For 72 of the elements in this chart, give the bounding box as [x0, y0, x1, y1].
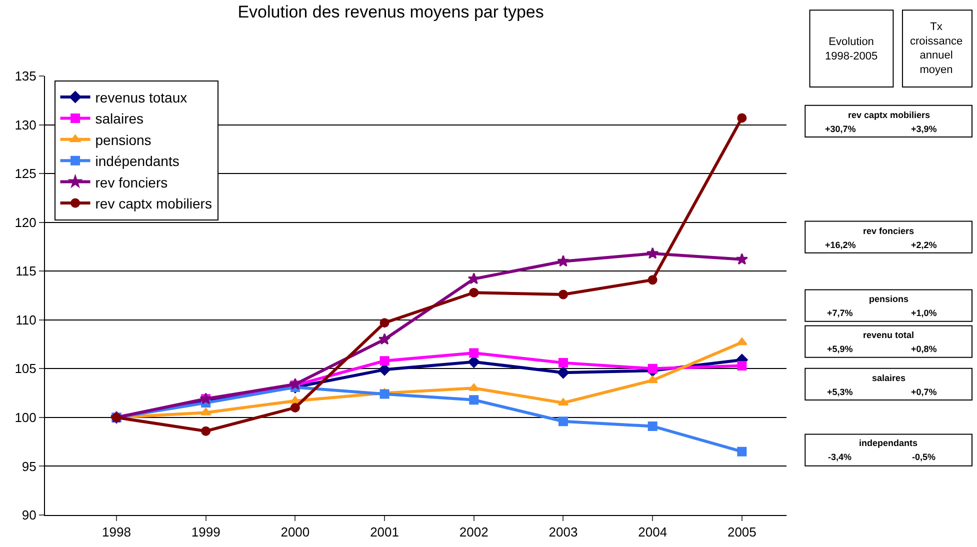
x-tick-label: 1999	[191, 524, 220, 540]
point	[557, 255, 570, 267]
x-tick-label: 2004	[638, 524, 668, 540]
legend-label: salaires	[95, 110, 144, 127]
y-tick-label: 125	[14, 166, 36, 182]
text: +0,8%	[911, 344, 937, 354]
point	[468, 272, 480, 284]
point	[290, 402, 300, 412]
point	[558, 416, 568, 426]
y-tick-label: 100	[14, 410, 36, 425]
point	[380, 318, 390, 328]
text: rev fonciers	[863, 226, 914, 236]
point	[648, 275, 658, 285]
x-tick-label: 2005	[727, 524, 756, 540]
y-tick-label: 105	[14, 361, 36, 376]
y-tick-label: 110	[16, 312, 36, 328]
text: pensions	[869, 294, 909, 304]
point	[646, 247, 659, 259]
point	[648, 364, 658, 374]
legend-label: pensions	[95, 132, 152, 148]
text: rev captx mobiliers	[848, 110, 930, 120]
text: -0,5%	[912, 452, 936, 462]
point	[380, 389, 390, 399]
y-tick-label: 120	[14, 214, 36, 230]
point	[201, 426, 211, 436]
text: +30,7%	[825, 124, 856, 134]
point	[737, 446, 747, 456]
point	[558, 290, 568, 300]
text: revenu total	[863, 330, 914, 340]
point	[648, 421, 658, 431]
point	[558, 358, 568, 368]
text: Evolution 1998-2005	[825, 36, 878, 62]
point	[469, 395, 479, 405]
text: +5,3%	[827, 387, 853, 397]
point	[380, 356, 390, 366]
text: +7,7%	[827, 308, 853, 318]
point	[289, 378, 302, 390]
text: +16,2%	[825, 240, 856, 250]
legend-label: revenus totaux	[95, 89, 188, 106]
point	[736, 338, 748, 346]
text: Tx croissance annuel moyen	[910, 21, 963, 76]
legend-label: indépendants	[95, 153, 180, 170]
text: +0,7%	[911, 387, 937, 397]
x-tick-label: 2002	[459, 524, 488, 540]
point	[469, 348, 479, 358]
text: +5,9%	[827, 344, 853, 354]
y-tick-label: 115	[16, 264, 36, 279]
x-tick-label: 1998	[102, 524, 131, 540]
text: -3,4%	[828, 452, 852, 462]
point	[378, 333, 391, 345]
point	[557, 366, 570, 379]
x-tick-label: 2001	[370, 524, 399, 540]
point	[647, 376, 658, 384]
y-tick-label: 135	[14, 68, 36, 84]
text: +1,0%	[911, 308, 937, 318]
chart-title: Evolution des revenus moyens par types	[238, 2, 544, 22]
legend-label: rev fonciers	[95, 174, 168, 190]
point	[469, 288, 479, 298]
text: +2,2%	[911, 240, 937, 250]
text: salaires	[872, 373, 906, 383]
point	[736, 253, 748, 265]
y-tick-label: 90	[22, 508, 36, 523]
text: independants	[859, 438, 918, 448]
y-tick-label: 95	[22, 458, 36, 474]
y-tick-label: 130	[14, 117, 36, 132]
text: +3,9%	[911, 124, 937, 134]
x-tick-label: 2003	[548, 524, 578, 540]
point	[737, 360, 747, 370]
x-tick-label: 2000	[280, 524, 310, 540]
point	[737, 113, 747, 123]
legend-label: rev captx mobiliers	[95, 195, 212, 212]
point	[468, 383, 480, 391]
